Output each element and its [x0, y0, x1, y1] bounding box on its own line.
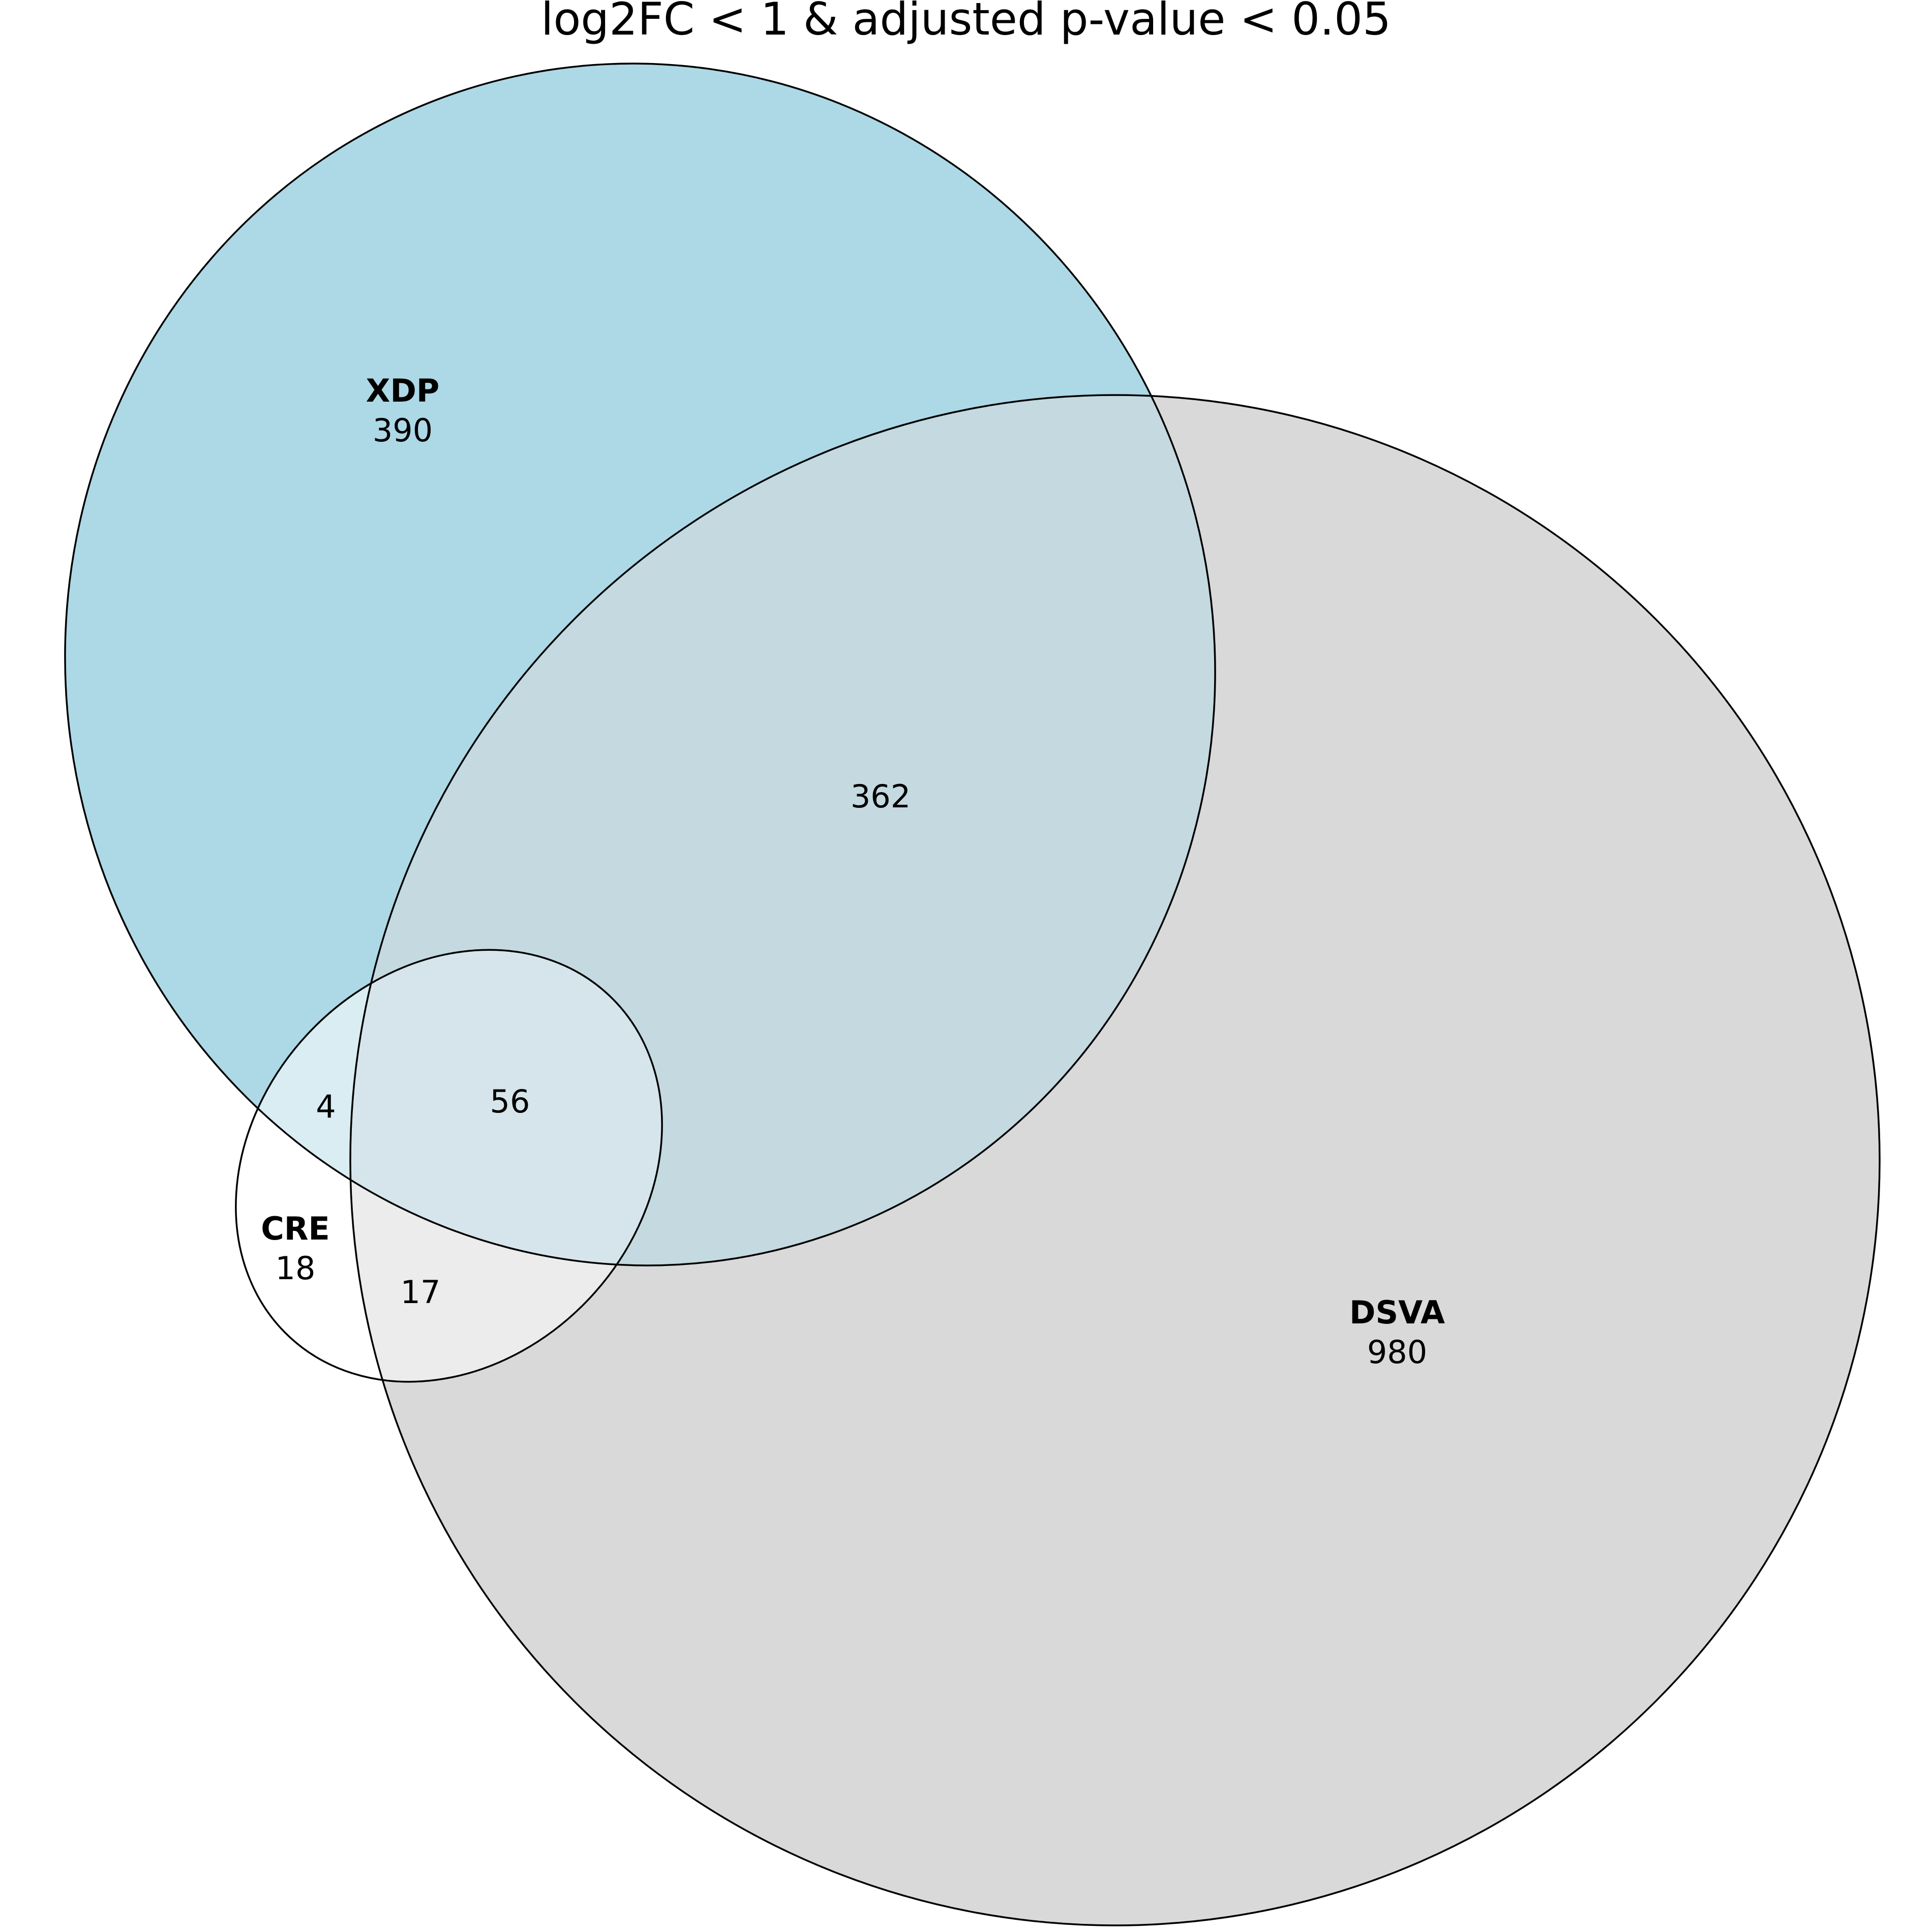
- xdp-dsva-count: 362: [851, 778, 911, 815]
- diagram-title: log2FC < 1 & adjusted p-value < 0.05: [541, 0, 1391, 45]
- cre-set-label: CRE: [261, 1210, 330, 1247]
- xdp-only-count: 390: [373, 412, 433, 449]
- dsva-outline: [349, 394, 1881, 1926]
- dsva-set-label: DSVA: [1349, 1294, 1445, 1331]
- dsva-only-count: 980: [1367, 1334, 1427, 1371]
- xdp-set-label: XDP: [366, 372, 440, 409]
- xdp-cre-count: 4: [316, 1088, 336, 1125]
- triple-overlap-count: 56: [490, 1083, 530, 1120]
- xdp-outline: [64, 63, 1216, 1266]
- dsva-cre-count: 17: [401, 1274, 441, 1311]
- cre-only-count: 18: [276, 1250, 316, 1287]
- cre-outline: [235, 949, 663, 1383]
